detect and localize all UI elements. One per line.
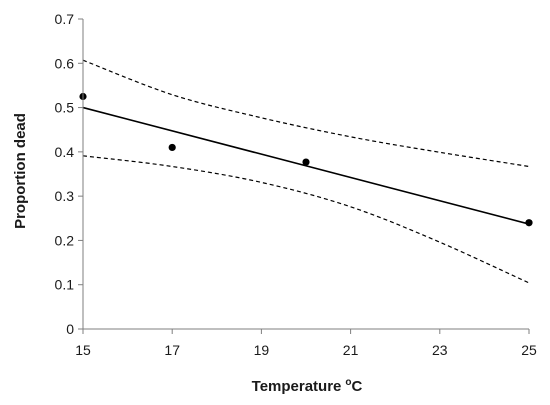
y-axis-title: Proportion dead	[12, 113, 29, 229]
y-tick-label-7: 0.7	[55, 11, 75, 27]
x-axis-title: Temperature oC	[252, 377, 363, 395]
x-tick-label-3: 21	[343, 342, 359, 358]
x-tick-labels: 15 17 19 21 23 25	[75, 329, 537, 358]
data-point-2	[302, 158, 310, 166]
data-points	[79, 92, 533, 227]
y-tick-label-4: 0.4	[55, 144, 75, 160]
fit-line	[82, 106, 530, 225]
y-tick-label-1: 0.1	[55, 277, 75, 293]
y-tick-label-5: 0.5	[55, 100, 75, 116]
y-tick-labels: 0 0.1 0.2 0.3 0.4 0.5 0.6 0.7	[55, 11, 83, 337]
x-axis-title-superscript: o	[345, 377, 351, 388]
confidence-band	[82, 59, 530, 284]
confidence-upper-line	[82, 59, 530, 168]
data-point-3	[525, 219, 533, 227]
x-tick-label-4: 23	[432, 342, 448, 358]
confidence-lower-line	[82, 155, 530, 284]
x-tick-label-1: 17	[164, 342, 180, 358]
data-point-1	[168, 143, 176, 152]
x-tick-label-2: 19	[254, 342, 270, 358]
y-tick-label-6: 0.6	[55, 55, 75, 71]
y-tick-label-3: 0.3	[55, 188, 75, 204]
y-tick-label-0: 0	[66, 321, 74, 337]
fit-layer	[82, 106, 530, 225]
x-axis-title-text: Temperature	[252, 378, 342, 395]
x-tick-label-5: 25	[521, 342, 537, 358]
x-tick-label-0: 15	[75, 342, 91, 358]
y-tick-label-2: 0.2	[55, 232, 75, 248]
x-axis-title-unit: C	[352, 378, 363, 395]
